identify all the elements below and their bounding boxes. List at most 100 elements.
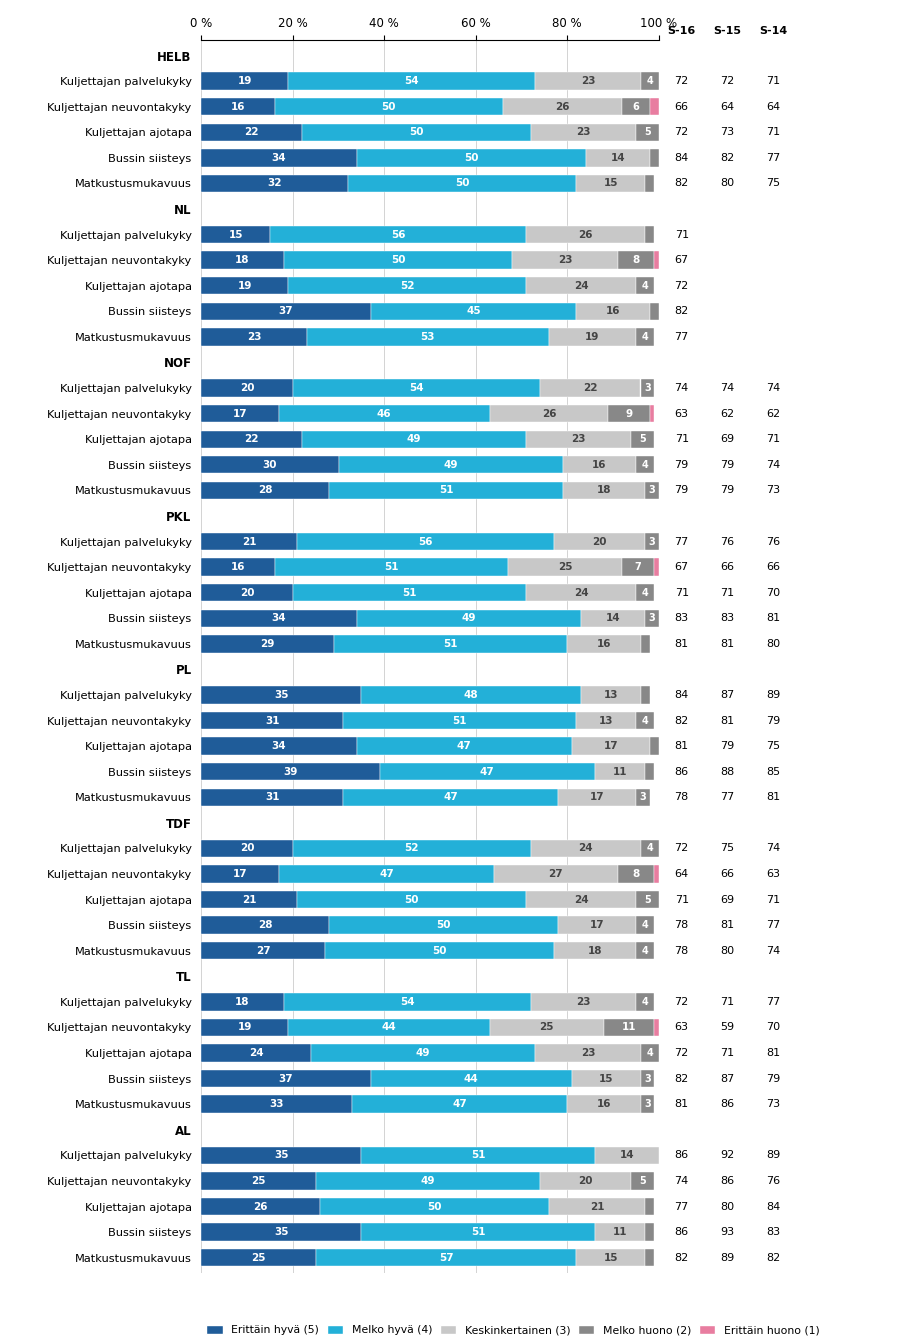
Text: 80: 80 <box>720 1202 735 1211</box>
Text: 49: 49 <box>421 1177 435 1186</box>
Text: 26: 26 <box>542 409 556 418</box>
Bar <box>563 481 645 498</box>
Text: 46: 46 <box>377 409 392 418</box>
Text: 4: 4 <box>641 281 649 291</box>
Bar <box>650 303 659 320</box>
Bar <box>595 762 645 780</box>
Text: 44: 44 <box>382 1022 396 1032</box>
Bar <box>201 635 334 653</box>
Text: 50: 50 <box>455 178 469 189</box>
Bar <box>201 533 297 551</box>
Text: 64: 64 <box>766 102 780 111</box>
Text: 16: 16 <box>231 561 245 572</box>
Bar <box>201 226 270 244</box>
Text: 79: 79 <box>674 485 689 496</box>
Text: 16: 16 <box>606 307 620 316</box>
Text: 50: 50 <box>436 921 451 930</box>
Bar <box>357 610 581 627</box>
Text: 16: 16 <box>597 1099 611 1110</box>
Bar <box>302 430 526 448</box>
Text: 37: 37 <box>279 1073 293 1084</box>
Bar <box>201 149 357 166</box>
Text: 71: 71 <box>766 895 780 904</box>
Text: 23: 23 <box>581 1048 595 1059</box>
Bar <box>636 456 654 473</box>
Text: 28: 28 <box>258 921 273 930</box>
Text: 78: 78 <box>674 946 689 955</box>
Text: 25: 25 <box>252 1253 265 1262</box>
Text: 71: 71 <box>674 588 689 598</box>
Text: 67: 67 <box>674 561 689 572</box>
Bar <box>604 1018 654 1036</box>
Bar <box>320 1198 549 1215</box>
Text: 3: 3 <box>649 485 655 496</box>
Text: 23: 23 <box>576 997 590 1006</box>
Text: 76: 76 <box>720 536 735 547</box>
Text: 81: 81 <box>720 716 735 725</box>
Text: 79: 79 <box>720 741 735 752</box>
Text: 77: 77 <box>766 997 780 1006</box>
Bar <box>302 123 531 141</box>
Text: 23: 23 <box>572 434 586 444</box>
Bar <box>645 481 659 498</box>
Bar <box>201 1096 352 1114</box>
Text: 54: 54 <box>404 76 419 86</box>
Bar <box>343 712 576 729</box>
Bar <box>201 840 293 858</box>
Text: 51: 51 <box>439 485 453 496</box>
Text: 50: 50 <box>404 895 419 904</box>
Bar <box>334 635 567 653</box>
Text: 29: 29 <box>261 639 274 649</box>
Bar <box>348 174 576 192</box>
Text: 15: 15 <box>229 229 242 240</box>
Bar <box>650 98 659 115</box>
Text: 67: 67 <box>674 255 689 265</box>
Text: 47: 47 <box>452 1099 468 1110</box>
Bar <box>325 942 554 959</box>
Bar <box>201 303 371 320</box>
Bar <box>201 252 284 269</box>
Text: 22: 22 <box>244 434 259 444</box>
Text: 71: 71 <box>766 127 780 137</box>
Text: 20: 20 <box>240 588 254 598</box>
Bar <box>535 1044 640 1061</box>
Bar <box>503 98 622 115</box>
Text: 49: 49 <box>416 1048 430 1059</box>
Text: 27: 27 <box>549 870 563 879</box>
Bar <box>608 405 650 422</box>
Text: 84: 84 <box>766 1202 780 1211</box>
Bar <box>558 788 636 805</box>
Bar <box>201 328 307 346</box>
Text: 72: 72 <box>720 76 735 86</box>
Text: 28: 28 <box>258 485 273 496</box>
Text: 19: 19 <box>238 1022 252 1032</box>
Text: 4: 4 <box>641 332 649 342</box>
Text: 54: 54 <box>409 383 424 393</box>
Bar <box>201 1249 316 1266</box>
Text: 33: 33 <box>270 1099 284 1110</box>
Text: 5: 5 <box>640 1177 646 1186</box>
Bar <box>531 993 636 1010</box>
Bar <box>558 917 636 934</box>
Bar <box>201 712 343 729</box>
Bar <box>201 891 297 909</box>
Bar <box>531 840 640 858</box>
Text: 50: 50 <box>464 153 479 163</box>
Text: 51: 51 <box>471 1150 485 1160</box>
Text: 82: 82 <box>674 716 689 725</box>
Text: 14: 14 <box>606 614 620 623</box>
Bar <box>201 456 339 473</box>
Text: 82: 82 <box>674 178 689 189</box>
Text: 77: 77 <box>674 1202 689 1211</box>
Bar <box>622 98 650 115</box>
Bar <box>270 226 526 244</box>
Bar <box>329 481 563 498</box>
Bar <box>371 1069 572 1087</box>
Bar <box>279 405 490 422</box>
Bar <box>279 866 494 883</box>
Bar <box>618 866 654 883</box>
Bar <box>316 1172 540 1190</box>
Bar <box>640 72 659 90</box>
Bar <box>201 405 279 422</box>
Text: 71: 71 <box>720 1048 735 1059</box>
